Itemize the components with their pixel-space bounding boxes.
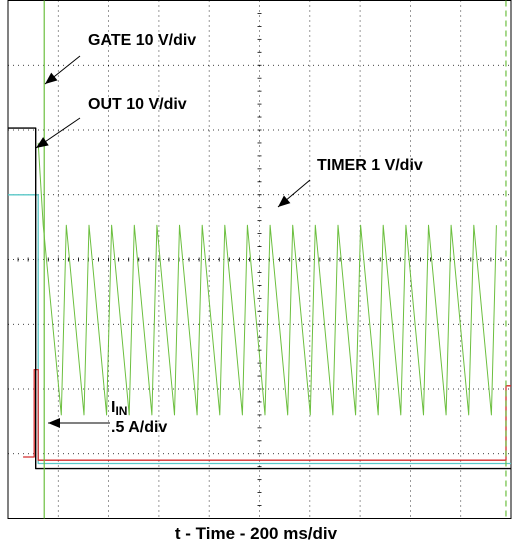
gate-annotation: GATE 10 V/div xyxy=(88,32,197,49)
iin-arrow-head xyxy=(48,418,60,428)
iin-scale-annotation: .5 A/div xyxy=(111,419,168,436)
oscilloscope-chart xyxy=(7,0,512,519)
gate-arrow-head xyxy=(45,72,58,84)
trace-timer xyxy=(37,142,497,416)
out-arrow-head xyxy=(36,137,49,148)
timer-annotation: TIMER 1 V/div xyxy=(317,157,423,174)
iin-subscript: IN xyxy=(115,404,128,418)
iin-annotation: IIN xyxy=(111,399,127,420)
out-annotation: OUT 10 V/div xyxy=(88,96,187,113)
iin-symbol: I xyxy=(111,399,116,416)
annotation-arrows xyxy=(35,55,311,428)
trace-gate xyxy=(8,127,511,470)
x-axis-label: t - Time - 200 ms/div xyxy=(174,524,338,543)
timer-arrow-head xyxy=(278,195,291,207)
trace-iin xyxy=(23,368,511,461)
trace-out xyxy=(8,194,511,465)
traces xyxy=(8,0,511,519)
